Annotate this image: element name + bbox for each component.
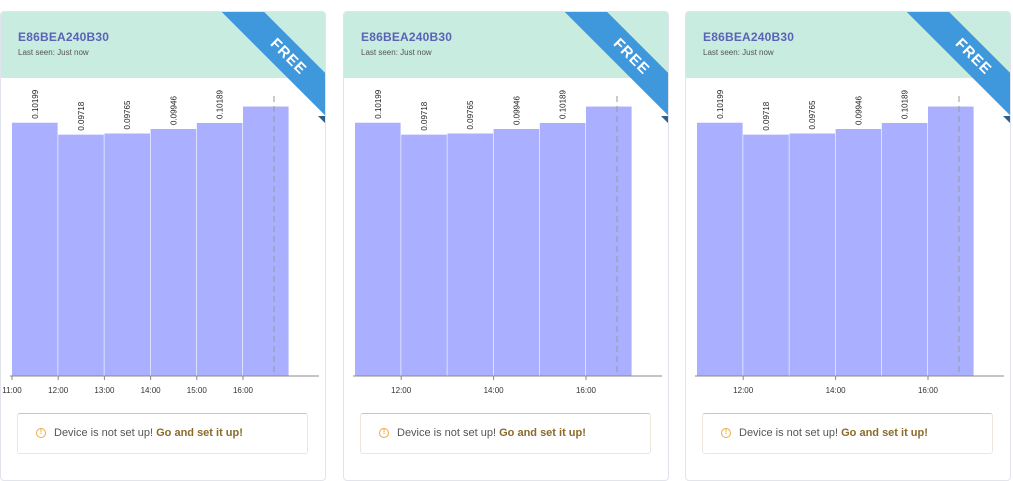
- bar-value-label: 0.09946: [512, 96, 521, 125]
- device-card[interactable]: E86BEA240B30 Last seen: Just now FREE 0.…: [343, 11, 669, 481]
- bar-value-label: 0.09718: [77, 101, 86, 130]
- chart-bar: [835, 129, 882, 376]
- chart-bar: [881, 122, 928, 376]
- chart-bar: [58, 134, 104, 376]
- bar-value-label: 0.09946: [169, 96, 178, 125]
- consumption-chart: 0.10199 0.09718 0.09765 0.09946 0.10189 11:00…: [1, 78, 325, 408]
- x-tick-label: 16:00: [576, 386, 597, 395]
- device-card[interactable]: E86BEA240B30 Last seen: Just now FREE 0.…: [0, 11, 326, 481]
- bar-value-label: 0.10199: [716, 89, 725, 118]
- bar-value-label: 0.09765: [466, 100, 475, 129]
- x-tick-label: 13:00: [94, 386, 115, 395]
- device-id[interactable]: E86BEA240B30: [18, 30, 110, 44]
- bar-value-label: 0.09765: [123, 100, 132, 129]
- bar-chart-svg: 0.10199 0.09718 0.09765 0.09946 0.10189 11:00…: [2, 89, 319, 395]
- warning-message: Device is not set up! Go and set it up!: [397, 427, 586, 439]
- x-tick-label: 16:00: [918, 386, 939, 395]
- ribbon-fold: [661, 116, 668, 123]
- setup-link[interactable]: Go and set it up!: [156, 427, 243, 439]
- bar-value-label: 0.10199: [374, 89, 383, 118]
- bar-chart-svg: 0.10199 0.09718 0.09765 0.09946 0.10189 12:00…: [695, 89, 1004, 395]
- chart-bar: [12, 122, 58, 376]
- setup-warning: ! Device is not set up! Go and set it up…: [360, 413, 651, 454]
- chart-bar: [104, 133, 150, 376]
- alert-circle-icon: !: [379, 428, 389, 438]
- bar-value-label: 0.10189: [216, 90, 225, 119]
- warning-text: Device is not set up!: [397, 427, 497, 439]
- bar-value-label: 0.09946: [854, 96, 863, 125]
- bar-value-label: 0.09765: [808, 100, 817, 129]
- x-tick-label: 12:00: [48, 386, 69, 395]
- warning-message: Device is not set up! Go and set it up!: [739, 427, 928, 439]
- setup-link[interactable]: Go and set it up!: [499, 427, 586, 439]
- alert-circle-icon: !: [721, 428, 731, 438]
- x-tick-label: 12:00: [391, 386, 412, 395]
- warning-message: Device is not set up! Go and set it up!: [54, 427, 243, 439]
- x-tick-label: 14:00: [826, 386, 847, 395]
- bar-chart-svg: 0.10199 0.09718 0.09765 0.09946 0.10189 12:00…: [353, 89, 662, 395]
- bar-value-label: 0.10199: [31, 89, 40, 118]
- alert-circle-icon: !: [36, 428, 46, 438]
- consumption-chart: 0.10199 0.09718 0.09765 0.09946 0.10189 12:00…: [686, 78, 1010, 408]
- x-tick-label: 11:00: [2, 386, 22, 395]
- consumption-chart: 0.10199 0.09718 0.09765 0.09946 0.10189 12:00…: [344, 78, 668, 408]
- chart-bar: [586, 106, 632, 376]
- device-card[interactable]: E86BEA240B30 Last seen: Just now FREE 0.…: [685, 11, 1011, 481]
- chart-bar: [493, 129, 540, 376]
- setup-warning: ! Device is not set up! Go and set it up…: [702, 413, 993, 454]
- x-tick-label: 14:00: [484, 386, 505, 395]
- ribbon-fold: [1003, 116, 1010, 123]
- last-seen: Last seen: Just now: [361, 48, 432, 57]
- chart-bar: [150, 129, 197, 376]
- bar-value-label: 0.09718: [420, 101, 429, 130]
- setup-warning: ! Device is not set up! Go and set it up…: [17, 413, 308, 454]
- chart-bar: [355, 122, 401, 376]
- chart-bar: [447, 133, 493, 376]
- device-id[interactable]: E86BEA240B30: [361, 30, 453, 44]
- chart-bar: [196, 122, 243, 376]
- chart-bar: [928, 106, 974, 376]
- chart-bar: [743, 134, 789, 376]
- x-tick-label: 14:00: [141, 386, 162, 395]
- chart-bar: [401, 134, 447, 376]
- setup-link[interactable]: Go and set it up!: [841, 427, 928, 439]
- bar-value-label: 0.09718: [762, 101, 771, 130]
- chart-bar: [243, 106, 289, 376]
- warning-text: Device is not set up!: [739, 427, 839, 439]
- chart-bar: [539, 122, 586, 376]
- warning-text: Device is not set up!: [54, 427, 154, 439]
- ribbon-fold: [318, 116, 325, 123]
- last-seen: Last seen: Just now: [18, 48, 89, 57]
- bar-value-label: 0.10189: [901, 90, 910, 119]
- device-id[interactable]: E86BEA240B30: [703, 30, 795, 44]
- chart-bar: [697, 122, 743, 376]
- bar-value-label: 0.10189: [559, 90, 568, 119]
- chart-bar: [789, 133, 835, 376]
- x-tick-label: 16:00: [233, 386, 254, 395]
- last-seen: Last seen: Just now: [703, 48, 774, 57]
- x-tick-label: 12:00: [733, 386, 754, 395]
- x-tick-label: 15:00: [187, 386, 208, 395]
